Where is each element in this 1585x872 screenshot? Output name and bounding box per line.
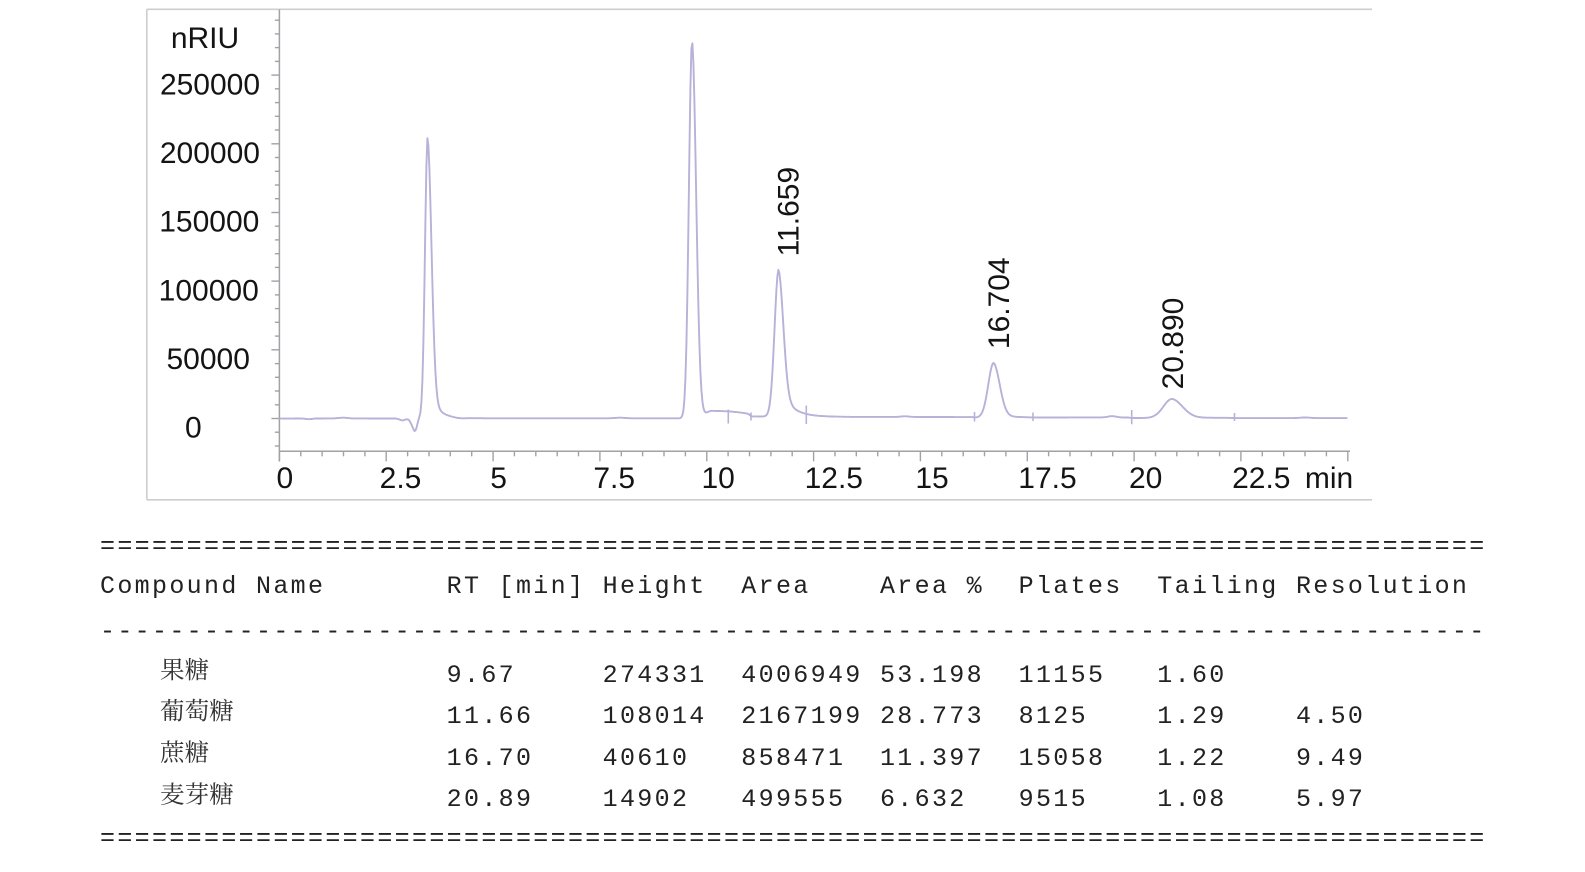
svg-text:15: 15	[915, 462, 948, 495]
svg-text:22.5: 22.5	[1232, 462, 1290, 495]
svg-text:11.659: 11.659	[772, 167, 805, 257]
svg-text:12.5: 12.5	[805, 462, 863, 495]
svg-text:200000: 200000	[160, 137, 260, 170]
svg-text:17.5: 17.5	[1018, 462, 1076, 495]
svg-text:50000: 50000	[166, 343, 249, 376]
svg-text:0: 0	[185, 412, 202, 445]
svg-text:20.890: 20.890	[1157, 298, 1190, 390]
svg-text:min: min	[1305, 462, 1353, 495]
svg-text:nRIU: nRIU	[171, 22, 239, 55]
svg-text:0: 0	[276, 462, 293, 495]
svg-text:100000: 100000	[159, 274, 259, 307]
svg-text:20: 20	[1129, 462, 1162, 495]
svg-text:2.5: 2.5	[380, 462, 422, 495]
svg-text:16.704: 16.704	[983, 257, 1016, 349]
svg-text:7.5: 7.5	[593, 462, 635, 495]
svg-text:5: 5	[490, 462, 507, 495]
svg-text:250000: 250000	[160, 68, 260, 101]
svg-text:10: 10	[702, 462, 735, 495]
svg-text:150000: 150000	[159, 206, 259, 239]
